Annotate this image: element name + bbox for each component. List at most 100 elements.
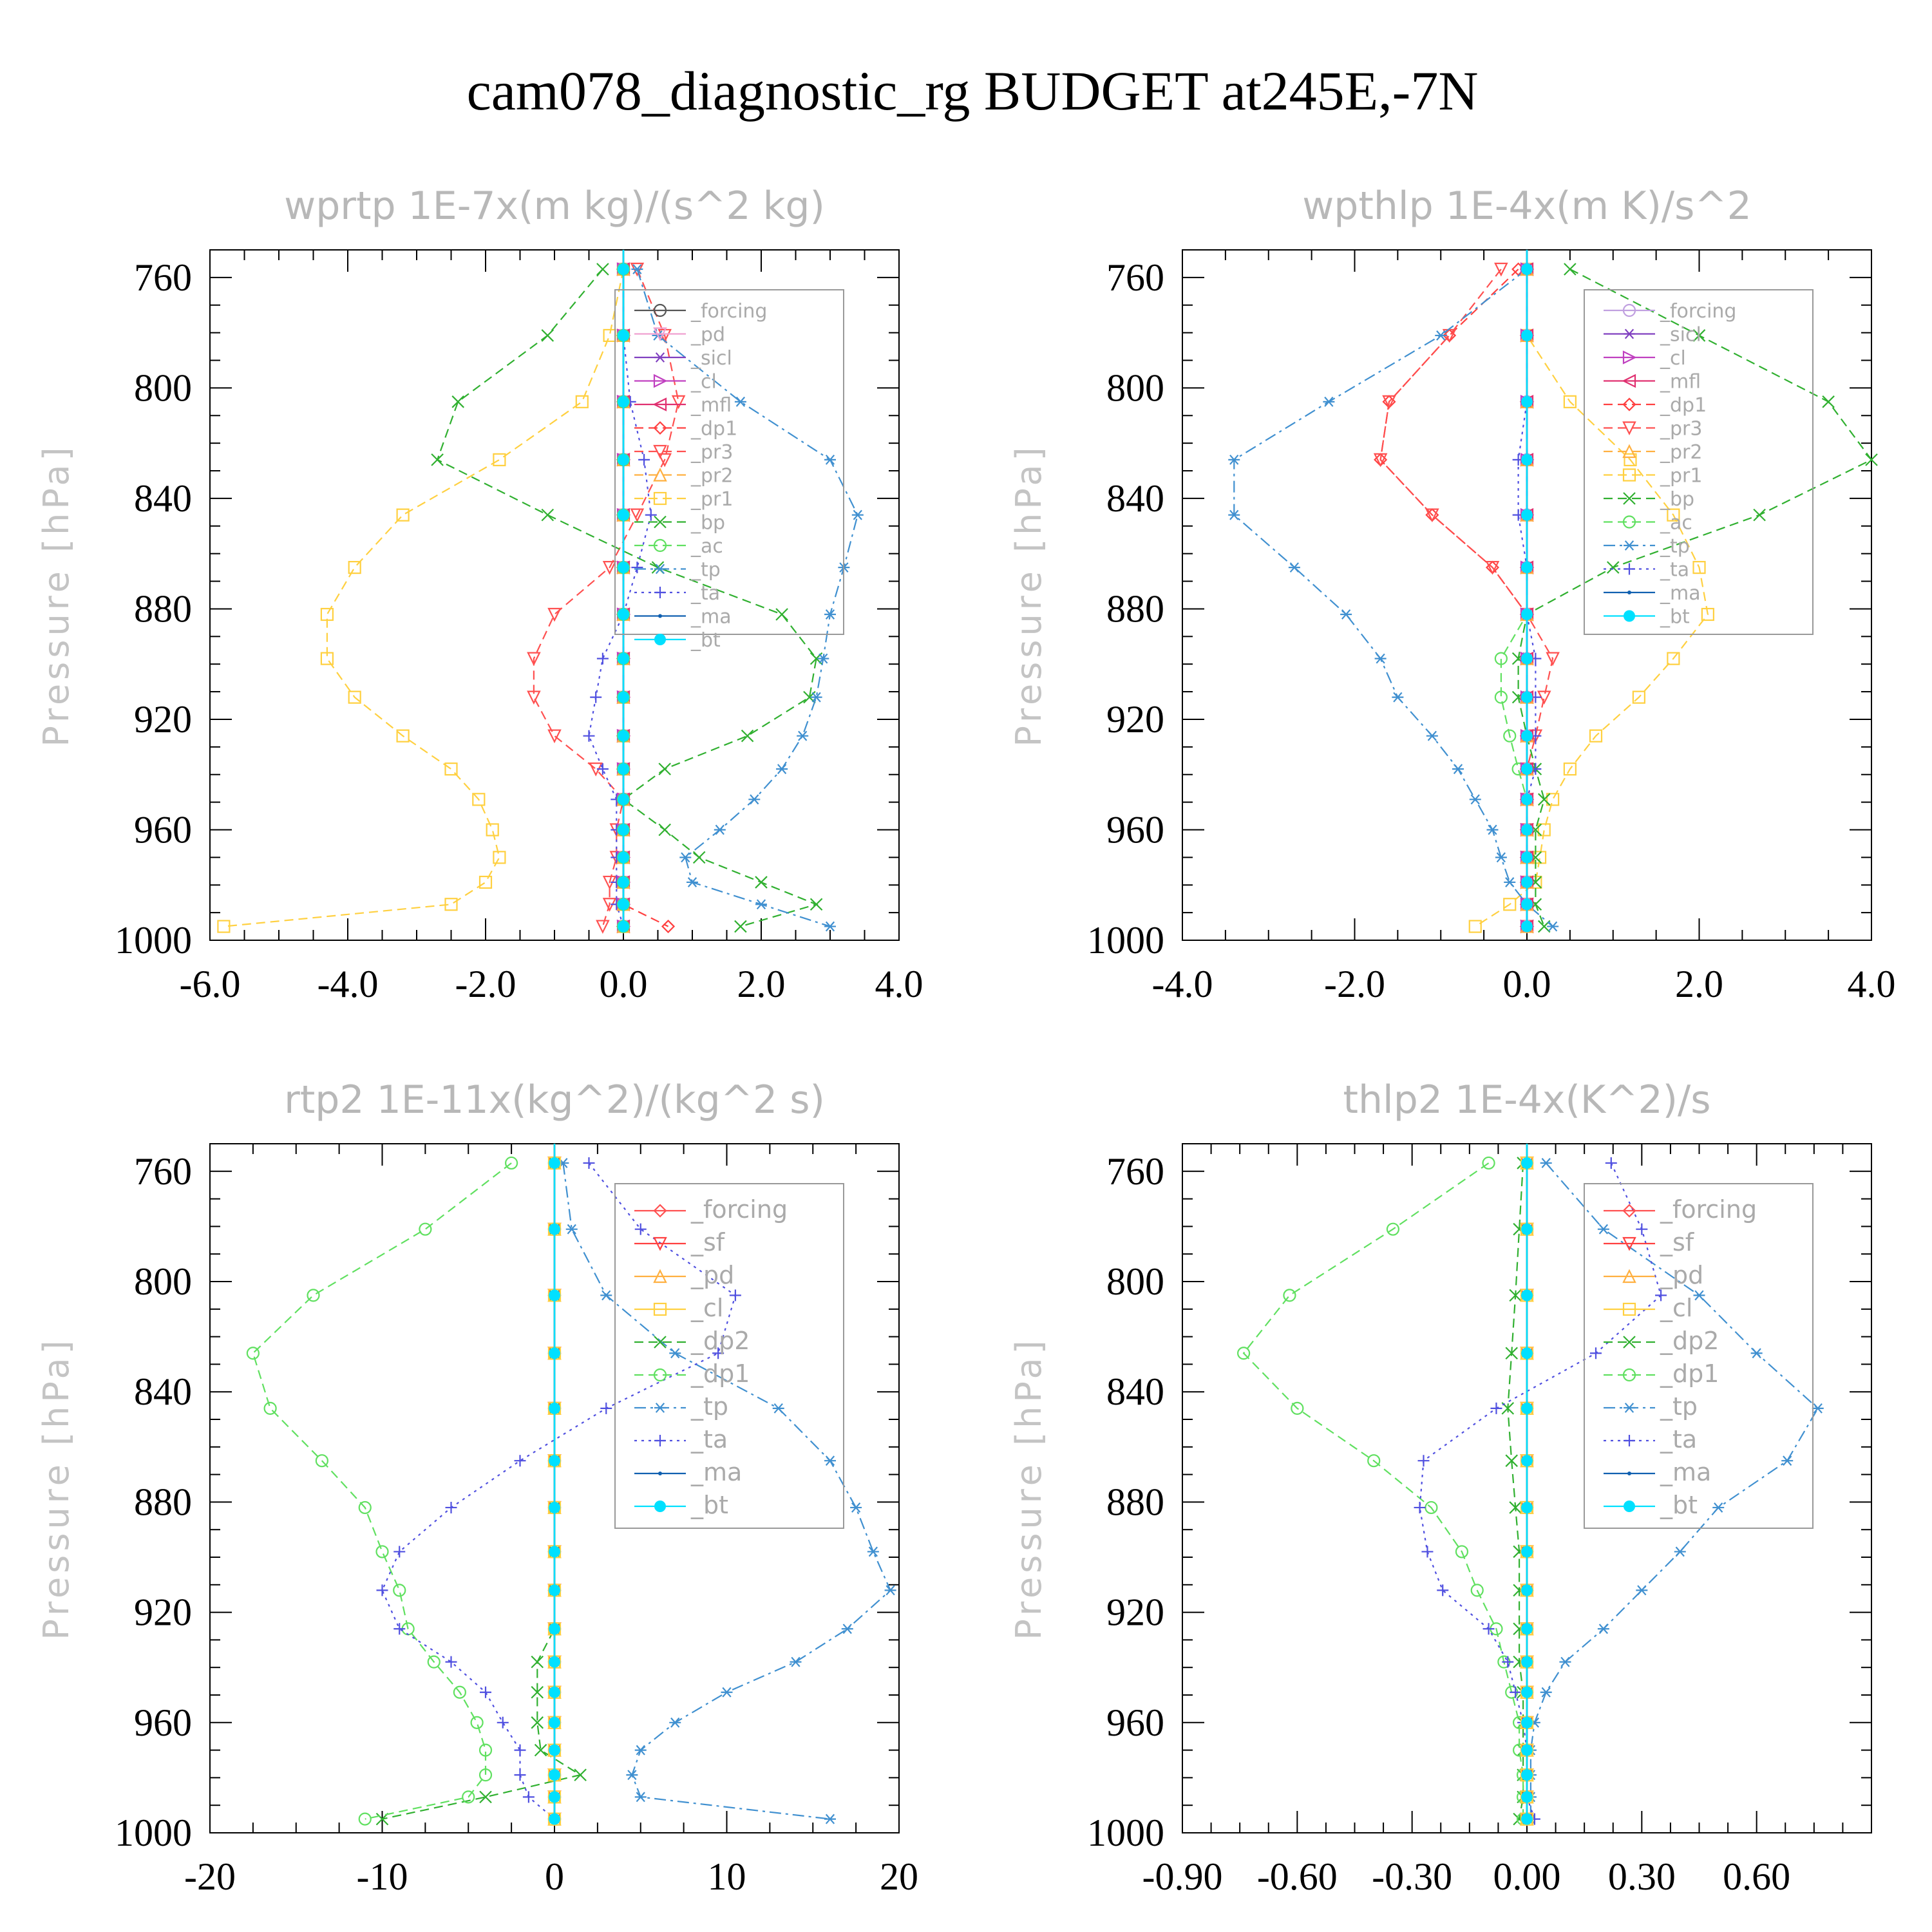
legend-item-forcing: _forcing — [634, 1195, 788, 1224]
marker-point — [1228, 509, 1240, 520]
marker-point — [549, 1501, 560, 1513]
marker-point — [1521, 1656, 1533, 1668]
marker-point — [549, 1813, 560, 1825]
marker-point — [427, 1655, 440, 1669]
marker-point — [626, 1770, 638, 1781]
marker-point — [1521, 395, 1533, 408]
marker-point — [729, 1289, 741, 1302]
legend-item-sf: _sf — [634, 1228, 726, 1256]
marker-point — [1622, 374, 1636, 388]
figure-title: cam078_diagnostic_rg BUDGET at245E,-7N — [467, 60, 1479, 122]
legend-item-tp: _tp — [634, 559, 721, 582]
marker-point — [692, 851, 706, 864]
legend-frame — [1584, 289, 1814, 635]
marker-point — [478, 1768, 493, 1782]
marker-point — [1712, 1502, 1725, 1513]
marker-point — [618, 851, 629, 864]
legend-item-mfl: _mfl — [634, 394, 732, 417]
legend-label: _ma — [690, 606, 732, 629]
marker-point — [1589, 729, 1603, 743]
legend: _forcing _sf _pd _cl _dp2 _dp1 _tp _ta _ma _bt — [614, 1183, 844, 1529]
x-tick-label: 20 — [880, 1855, 918, 1898]
marker-point — [1521, 453, 1533, 466]
marker-point — [1521, 1623, 1533, 1635]
marker-point — [1559, 1656, 1571, 1667]
marker-point — [396, 508, 410, 522]
marker-point — [263, 1401, 277, 1415]
legend-label: _bt — [690, 629, 721, 652]
y-tick-label: 800 — [134, 1260, 192, 1303]
marker-point — [307, 1289, 320, 1302]
marker-point — [631, 264, 643, 274]
marker-point — [1622, 1368, 1636, 1382]
legend-item-dp1: _dp1 — [1604, 394, 1707, 417]
legend-label: _tp — [1660, 1392, 1698, 1421]
legend-label: _bt — [1660, 1491, 1698, 1519]
marker-point — [653, 1302, 667, 1316]
marker-point — [470, 1716, 484, 1729]
y-tick-label: 880 — [1106, 1481, 1164, 1523]
marker-point — [634, 1745, 647, 1756]
marker-point — [638, 453, 650, 466]
marker-point — [1623, 1336, 1636, 1349]
marker-point — [653, 538, 667, 553]
marker-point — [1521, 1402, 1533, 1414]
marker-point — [1503, 729, 1517, 743]
legend-label: _sf — [1660, 1228, 1695, 1256]
marker-point — [1485, 561, 1500, 575]
legend-item-pr2: _pr2 — [1604, 441, 1702, 464]
marker-point — [1340, 609, 1352, 620]
marker-point — [1564, 263, 1577, 276]
chart-panel-4: thlp2 1E-4x(K^2)/s Pressure [hPa] 760 800 84… — [1009, 1077, 1872, 1898]
marker-point — [1521, 1686, 1533, 1698]
legend-item-sicl: _sicl — [1604, 324, 1701, 346]
legend-label: _ma — [690, 1458, 742, 1486]
series-line — [436, 269, 819, 927]
marker-point — [734, 920, 747, 933]
marker-point — [1622, 444, 1636, 459]
marker-point — [790, 1656, 802, 1667]
legend-label: _cl — [690, 1294, 723, 1322]
marker-point — [1510, 1686, 1522, 1698]
y-tick-label: 960 — [1106, 808, 1164, 851]
marker-point — [1386, 1222, 1400, 1236]
marker-point — [810, 898, 823, 911]
legend-label: _ma — [1660, 1458, 1711, 1486]
marker-point — [618, 763, 629, 775]
x-tick-label: -20 — [184, 1855, 236, 1898]
x-tick-label: -6.0 — [180, 963, 241, 1005]
marker-point — [549, 1584, 560, 1596]
marker-point — [549, 1744, 560, 1756]
marker-point — [1622, 350, 1637, 365]
legend-label: _forcing — [1660, 1195, 1757, 1224]
legend-item-ta: _ta — [1604, 1425, 1697, 1454]
y-axis-label: Pressure [hPa] — [36, 1336, 77, 1640]
marker-point — [669, 1717, 681, 1728]
marker-point — [867, 1546, 879, 1557]
marker-point — [547, 607, 562, 622]
marker-point — [618, 824, 629, 836]
legend-label: _pr3 — [1660, 418, 1702, 440]
marker-point — [1505, 1454, 1518, 1467]
marker-point — [1521, 898, 1533, 911]
marker-point — [1521, 1791, 1533, 1803]
legend-label: _pd — [690, 1261, 734, 1289]
marker-point — [1494, 652, 1508, 665]
legend-item-cl: _cl — [634, 1294, 723, 1322]
marker-point — [534, 1743, 547, 1757]
legend-label: _dp2 — [690, 1327, 750, 1355]
panel-title: thlp2 1E-4x(K^2)/s — [1343, 1077, 1710, 1122]
legend-label: _tp — [690, 1392, 728, 1421]
legend-item-dp1: _dp1 — [634, 1359, 750, 1388]
marker-point — [631, 562, 643, 574]
series-tp — [1228, 264, 1559, 932]
marker-point — [658, 762, 671, 775]
legend-label: _forcing — [1660, 300, 1736, 323]
marker-point — [376, 1584, 388, 1596]
marker-point — [445, 1501, 457, 1513]
panel-title: wprtp 1E-7x(m kg)/(s^2 kg) — [284, 184, 825, 229]
marker-point — [1323, 396, 1335, 407]
marker-point — [634, 1792, 647, 1803]
legend-item-ta: _ta — [634, 1425, 728, 1454]
y-tick-label: 760 — [1106, 256, 1164, 299]
